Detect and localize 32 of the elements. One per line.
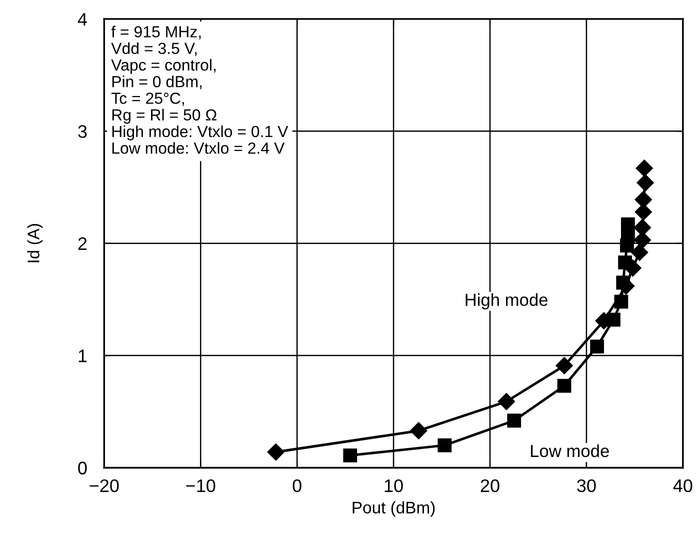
x-tick-label: 0 xyxy=(292,479,302,492)
x-tick-label: 20 xyxy=(480,479,500,492)
y-tick-label: 2 xyxy=(78,237,87,250)
point xyxy=(498,393,515,410)
x-tick-label: −10 xyxy=(186,479,216,492)
x-tick-label: 10 xyxy=(384,479,403,492)
point xyxy=(636,160,653,177)
point xyxy=(438,438,452,452)
y-tick-label: 1 xyxy=(78,350,87,362)
point xyxy=(507,414,522,428)
x-axis-title: Pout (dBm) xyxy=(352,501,435,517)
point xyxy=(636,174,654,192)
point xyxy=(343,448,358,462)
text: High mode xyxy=(466,293,548,310)
point xyxy=(556,357,573,374)
x-tick-label: −20 xyxy=(90,479,119,492)
point xyxy=(267,443,284,461)
point xyxy=(624,259,642,277)
point xyxy=(630,244,648,261)
point xyxy=(620,230,635,244)
y-tick-label: 3 xyxy=(78,125,87,138)
point xyxy=(410,422,428,440)
y-tick-label: 4 xyxy=(78,13,87,26)
x-tick-label: 30 xyxy=(577,479,596,492)
y-tick-label: 0 xyxy=(78,462,87,474)
x-tick-label: 40 xyxy=(673,479,692,492)
point xyxy=(620,217,635,232)
annotation: f = 915 MHz, Vdd = 3.5 V, Vapc = control, Pin = 0 dBm, Tc = 25°C, Rg = Rl = 50 Ω High mode: Vtxlo = 0.1 V Low mode: Vtxlo = 2.4 V xyxy=(111,26,288,154)
y-axis-title: Id (A) xyxy=(27,224,43,262)
point xyxy=(590,340,604,354)
point xyxy=(557,378,572,393)
series-label: Low mode xyxy=(530,444,609,458)
